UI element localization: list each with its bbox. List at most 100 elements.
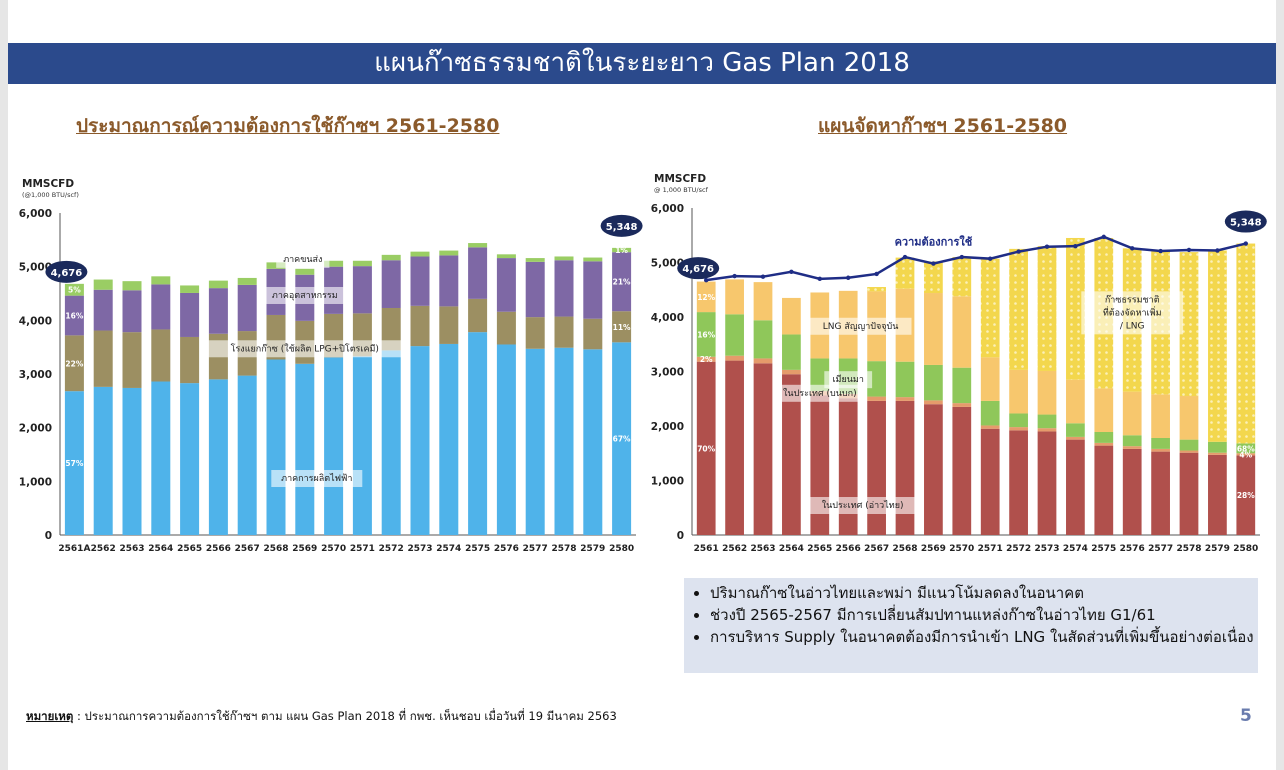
x-tick-label: 2573 xyxy=(1034,544,1059,554)
bar-segment xyxy=(924,400,943,405)
demand-line-point xyxy=(704,277,709,283)
bar-segment xyxy=(295,268,315,275)
bar-segment xyxy=(554,256,574,261)
bar-segment xyxy=(93,279,113,290)
y-axis-subtitle: (@1,000 BTU/scf) xyxy=(22,191,79,199)
bar-segment xyxy=(895,400,915,535)
total-callout-value: 5,348 xyxy=(1230,218,1262,229)
bullet-item: ช่วงปี 2565-2567 มีการเปลี่ยนสัมปทานแหล่… xyxy=(710,604,1258,626)
percent-label: 11% xyxy=(613,323,631,332)
slide-title: แผนก๊าซธรรมชาติในระยะยาว Gas Plan 2018 xyxy=(8,43,1276,84)
series-label: ภาคการผลิตไฟฟ้า xyxy=(281,473,352,484)
bar-segment xyxy=(1179,452,1199,535)
x-tick-label: 2568 xyxy=(263,544,288,554)
series-label-background xyxy=(774,384,866,402)
bar-segment xyxy=(93,330,113,387)
demand-line-point xyxy=(817,276,822,282)
bar-segment xyxy=(952,403,972,407)
bar-segment xyxy=(208,379,228,535)
y-tick-label: 6,000 xyxy=(19,208,52,220)
bar-segment xyxy=(1037,370,1057,415)
y-tick-label: 3,000 xyxy=(651,367,684,379)
y-axis-title: MMSCFD xyxy=(654,173,706,185)
bar-segment xyxy=(1094,442,1114,446)
demand-line-point xyxy=(1215,248,1220,253)
bar-segment xyxy=(1009,248,1028,370)
x-tick-label: 2563 xyxy=(750,544,775,554)
bar-segment xyxy=(1037,246,1057,371)
percent-label: 16% xyxy=(65,312,83,321)
bar-segment xyxy=(1066,379,1085,424)
x-tick-label: 2580 xyxy=(609,544,634,554)
bar-segment xyxy=(1179,439,1199,451)
bar-segment xyxy=(725,314,744,356)
x-tick-label: 2567 xyxy=(235,544,260,554)
page-number: 5 xyxy=(1240,706,1252,726)
bar-segment xyxy=(1208,454,1227,535)
y-tick-label: 6,000 xyxy=(651,203,684,215)
bar-segment xyxy=(1151,437,1170,449)
bar-segment xyxy=(237,375,257,535)
x-tick-label: 2578 xyxy=(551,544,576,554)
bar-segment xyxy=(410,305,430,347)
y-tick-label: 2,000 xyxy=(651,421,684,433)
bar-segment xyxy=(64,335,84,392)
x-tick-label: 2576 xyxy=(494,544,519,554)
bar-segment xyxy=(1236,453,1256,456)
bar-segment xyxy=(496,344,516,535)
bar-segment xyxy=(1066,436,1085,440)
series-label: ในประเทศ (อ่าวไทย) xyxy=(822,500,904,511)
series-label-background xyxy=(824,371,873,389)
bar-segment xyxy=(1151,394,1170,438)
bar-segment xyxy=(1037,428,1057,432)
x-tick-label: 2569 xyxy=(921,544,946,554)
y-tick-label: 1,000 xyxy=(19,476,52,488)
bar-segment xyxy=(381,350,401,535)
bar-segment xyxy=(295,363,315,535)
bar-segment xyxy=(753,320,773,359)
bar-segment xyxy=(952,296,972,368)
bar-segment xyxy=(725,360,744,535)
y-tick-label: 0 xyxy=(677,530,684,542)
bar-segment xyxy=(612,247,632,253)
bar-segment xyxy=(180,292,200,337)
x-tick-label: 2565 xyxy=(177,544,202,554)
y-axis-title: MMSCFD xyxy=(22,178,74,190)
bar-segment xyxy=(1122,391,1142,436)
bar-segment xyxy=(93,386,113,535)
bar-segment xyxy=(151,329,171,382)
x-tick-label: 2574 xyxy=(436,544,461,554)
bar-segment xyxy=(64,295,84,336)
series-label-background xyxy=(264,286,345,304)
bar-segment xyxy=(496,258,516,312)
demand-line-point xyxy=(789,269,794,274)
bar-segment xyxy=(151,381,171,535)
percent-label: 57% xyxy=(65,459,83,468)
bar-segment xyxy=(696,312,716,357)
bar-segment xyxy=(1009,430,1028,535)
bar-segment xyxy=(352,260,372,267)
y-tick-label: 0 xyxy=(45,530,52,542)
x-tick-label: 2574 xyxy=(1063,544,1088,554)
total-callout-badge xyxy=(600,214,643,237)
bar-segment xyxy=(1151,451,1170,535)
footnote-label: หมายเหตุ xyxy=(26,709,74,723)
x-tick-label: 2570 xyxy=(949,544,974,554)
bar-segment xyxy=(1094,388,1114,432)
series-label: LNG สัญญาปัจจุบัน xyxy=(823,322,899,332)
demand-line-point xyxy=(988,256,993,261)
series-label: ภาคขนส่ง xyxy=(283,255,322,265)
demand-line-point xyxy=(1243,241,1248,246)
x-tick-label: 2571 xyxy=(978,544,1003,554)
bar-segment xyxy=(1094,431,1114,443)
x-tick-label: 2563 xyxy=(119,544,144,554)
bar-segment xyxy=(612,342,632,535)
total-callout-value: 4,676 xyxy=(51,268,83,279)
bar-segment xyxy=(324,260,344,267)
bar-segment xyxy=(583,318,603,350)
x-tick-label: 2561A xyxy=(58,544,90,554)
x-tick-label: 2564 xyxy=(779,544,804,554)
x-tick-label: 2562 xyxy=(722,544,747,554)
bar-segment xyxy=(867,396,886,401)
bar-segment xyxy=(980,428,1000,535)
